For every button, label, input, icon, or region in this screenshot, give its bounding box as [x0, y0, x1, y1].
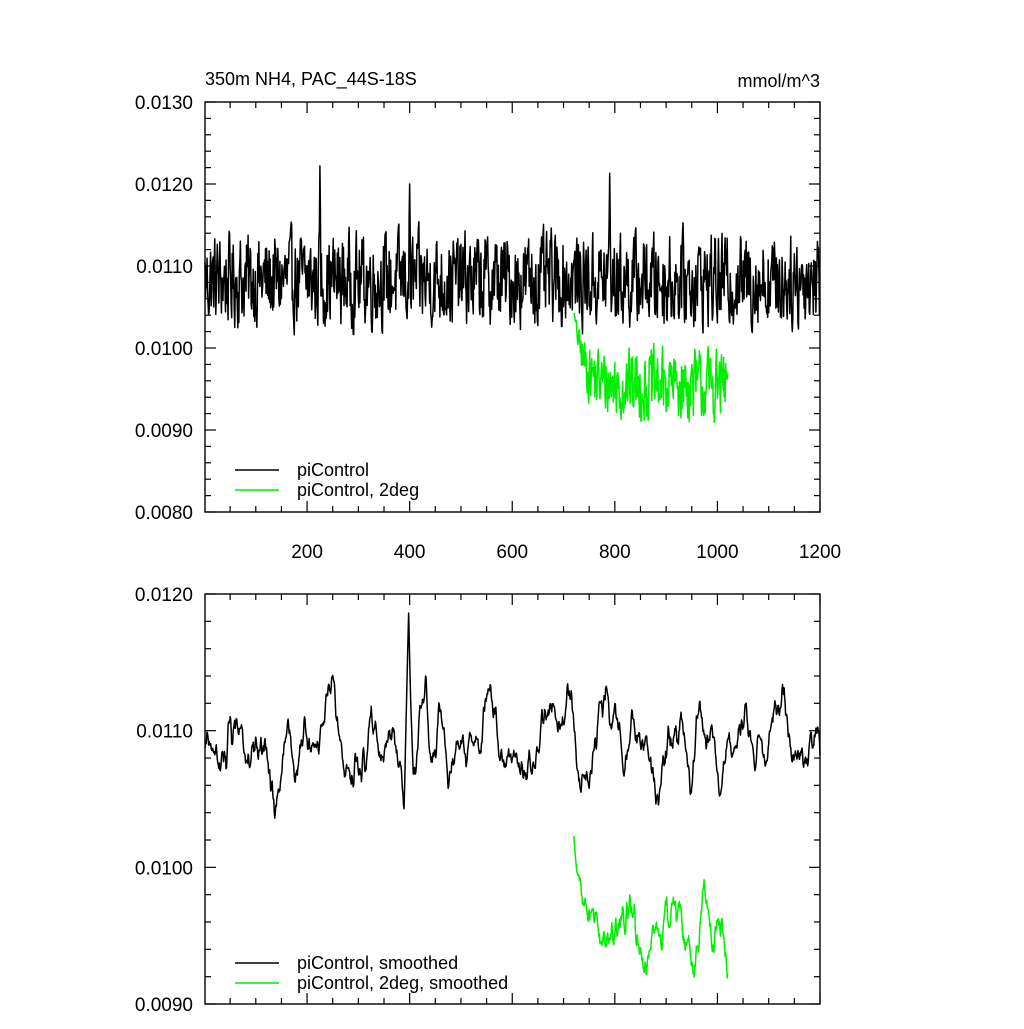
legend-label-picontrol-2deg-smoothed: piControl, 2deg, smoothed	[297, 973, 508, 993]
top-x-tick-label: 600	[496, 542, 528, 563]
top-x-tick-label: 200	[291, 542, 323, 563]
top-y-tick-label: 0.0080	[135, 503, 193, 524]
top-plot-frame	[204, 101, 821, 513]
bottom-y-tick-label: 0.0110	[136, 722, 193, 743]
top-series-line-picontrol-2deg	[573, 312, 729, 424]
top-panel: 350m NH4, PAC_44S-18S mmol/m^3 0.0080 0.0…	[135, 69, 841, 563]
top-y-tick-label: 0.0090	[135, 421, 193, 442]
legend-label-picontrol: piControl	[297, 460, 369, 480]
top-x-tick-label: 1200	[799, 542, 841, 563]
top-legend: piControl piControl, 2deg	[235, 460, 419, 500]
bottom-y-tick-label: 0.0120	[135, 585, 193, 606]
legend-label-picontrol-2deg: piControl, 2deg	[297, 480, 419, 500]
bottom-series-line-picontrol	[204, 612, 821, 819]
top-panel-title: 350m NH4, PAC_44S-18S	[205, 69, 417, 90]
bottom-series-line-picontrol-2deg	[573, 835, 729, 979]
top-x-tick-label: 1000	[696, 542, 738, 563]
top-x-tick-label: 400	[394, 542, 426, 563]
bottom-y-tick-label: 0.0090	[135, 995, 193, 1016]
top-y-tick-label: 0.0100	[135, 339, 193, 360]
top-y-tick-label: 0.0120	[135, 175, 193, 196]
bottom-plot-frame	[204, 593, 821, 1005]
bottom-y-tick-label: 0.0100	[135, 858, 193, 879]
legend-label-picontrol-smoothed: piControl, smoothed	[297, 953, 458, 973]
top-panel-units: mmol/m^3	[738, 71, 820, 91]
bottom-legend: piControl, smoothed piControl, 2deg, smo…	[235, 953, 508, 993]
top-series-line-picontrol	[204, 165, 821, 336]
top-x-tick-label: 800	[599, 542, 631, 563]
top-y-tick-label: 0.0130	[135, 93, 193, 114]
bottom-panel: 0.0090 0.0100 0.0110 0.0120 piControl, smoo…	[135, 585, 821, 1016]
top-y-tick-label: 0.0110	[136, 257, 193, 278]
